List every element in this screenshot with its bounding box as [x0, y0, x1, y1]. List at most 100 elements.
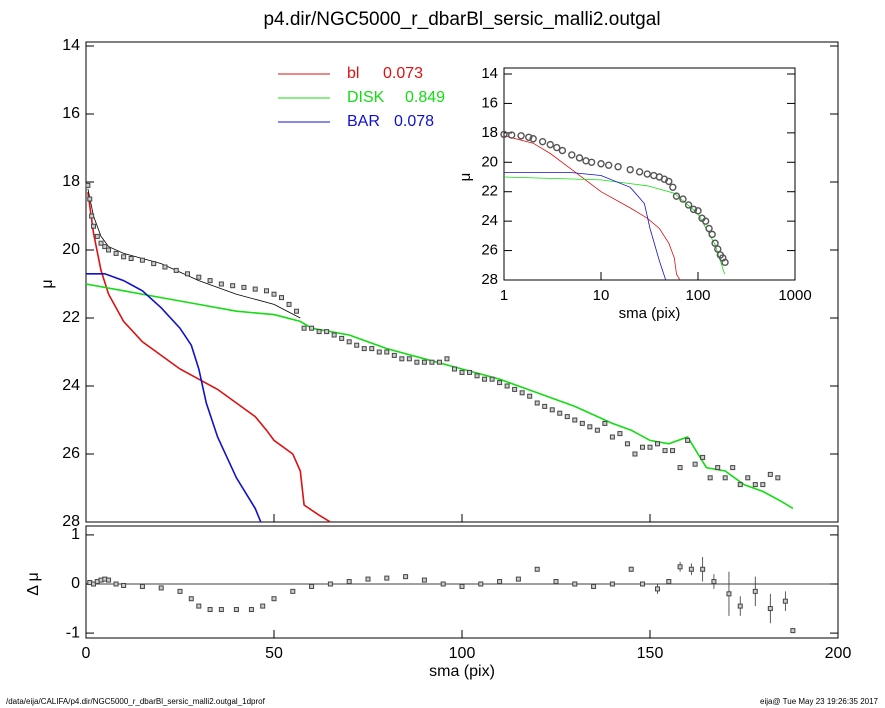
data-point	[705, 224, 713, 233]
data-point	[263, 288, 269, 294]
data-point	[94, 233, 100, 239]
y-tick-label: 14	[481, 65, 498, 82]
data-point	[162, 264, 168, 270]
data-point	[241, 284, 247, 290]
data-point	[689, 205, 698, 214]
y-tick-label: 16	[481, 94, 498, 111]
data-point	[745, 475, 751, 481]
legend-name: bl	[347, 65, 359, 82]
data-point	[346, 579, 352, 585]
data-point	[669, 183, 677, 192]
data-point	[557, 410, 563, 416]
y-tick-label: 1	[71, 526, 80, 543]
data-point	[647, 444, 653, 450]
data-point	[614, 162, 622, 171]
data-point	[327, 581, 333, 587]
data-point	[106, 577, 112, 583]
data-point	[639, 444, 645, 450]
y-tick-label: 26	[62, 445, 80, 462]
data-point	[752, 588, 758, 594]
data-point	[591, 583, 597, 589]
y-axis-label: Δ μ	[25, 572, 42, 595]
data-point	[677, 564, 683, 570]
data-point	[726, 591, 732, 597]
data-point	[91, 223, 97, 229]
data-point	[478, 581, 484, 587]
data-point	[421, 359, 427, 365]
data-point	[346, 339, 352, 345]
legend-fraction: 0.078	[394, 113, 434, 130]
data-point	[339, 335, 345, 341]
y-axis-label: μ	[39, 279, 56, 288]
data-point	[271, 291, 277, 297]
data-point	[519, 390, 525, 396]
series-line	[87, 192, 331, 523]
chart-title: p4.dir/NGC5000_r_dbarBl_sersic_malli2.ou…	[263, 9, 660, 30]
data-point	[707, 475, 713, 481]
x-tick-label: 100	[685, 287, 710, 304]
data-point	[711, 239, 719, 247]
y-tick-label: 22	[481, 183, 498, 200]
data-point	[525, 133, 533, 141]
data-point	[662, 448, 668, 454]
data-point	[89, 213, 95, 219]
data-point	[684, 201, 693, 209]
data-point	[512, 386, 518, 392]
data-point	[391, 352, 397, 358]
data-point	[497, 380, 503, 386]
data-point	[218, 607, 224, 613]
data-point	[290, 588, 296, 594]
legend-fraction: 0.073	[383, 65, 423, 82]
data-point	[655, 441, 661, 447]
data-point	[679, 195, 687, 203]
data-point	[714, 245, 722, 253]
data-point	[553, 143, 561, 152]
data-point	[529, 135, 537, 143]
data-point	[301, 325, 307, 331]
data-point	[87, 196, 93, 202]
data-point	[482, 376, 488, 382]
data-point	[139, 583, 145, 589]
data-point	[624, 441, 630, 447]
data-point	[685, 437, 691, 443]
data-point	[384, 349, 390, 355]
y-tick-label: 16	[62, 105, 80, 122]
data-point	[188, 596, 194, 602]
data-point	[113, 581, 119, 587]
data-point	[459, 583, 465, 589]
x-tick-label: 0	[82, 645, 91, 662]
x-tick-label: 1	[500, 287, 508, 304]
data-point	[440, 581, 446, 587]
data-point	[534, 400, 540, 406]
data-point	[546, 140, 554, 149]
legend-name: BAR	[347, 113, 380, 130]
data-point	[207, 278, 213, 284]
data-point	[497, 579, 503, 585]
data-point	[767, 471, 773, 477]
legend-name: DISK	[347, 89, 385, 106]
data-point	[309, 325, 315, 331]
data-point	[218, 281, 224, 287]
data-point	[451, 366, 457, 372]
y-tick-label: -1	[66, 624, 80, 641]
data-point	[721, 258, 729, 267]
data-point	[597, 160, 605, 168]
y-tick-label: 24	[62, 377, 80, 394]
data-point	[354, 342, 360, 348]
data-point	[534, 566, 540, 572]
data-point	[701, 217, 710, 225]
series-line	[504, 172, 667, 281]
data-point	[549, 407, 555, 413]
data-point	[196, 603, 202, 609]
x-tick-label: 100	[449, 645, 476, 662]
data-point	[331, 332, 337, 338]
y-axis-label: μ	[457, 173, 474, 182]
data-point	[594, 427, 600, 433]
x-tick-label: 10	[593, 287, 610, 304]
data-point	[515, 576, 521, 582]
data-point	[507, 131, 516, 139]
data-point	[767, 606, 773, 612]
y-tick-label: 20	[62, 241, 80, 258]
data-point	[444, 356, 450, 362]
data-point	[489, 376, 495, 382]
